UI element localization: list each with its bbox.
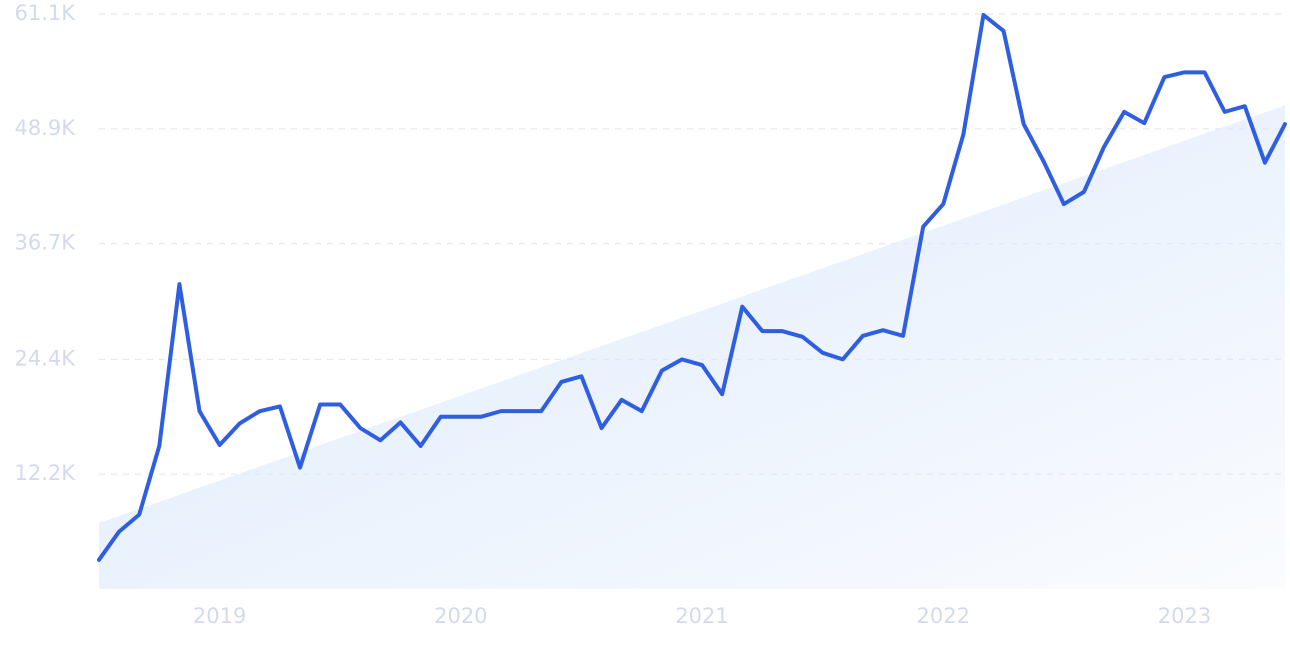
x-tick-label: 2020: [434, 604, 487, 628]
y-tick-label: 12.2K: [14, 461, 76, 485]
y-tick-label: 48.9K: [14, 116, 76, 140]
trend-area: [99, 105, 1285, 589]
x-tick-label: 2019: [193, 604, 246, 628]
y-tick-label: 24.4K: [14, 346, 76, 370]
y-tick-label: 36.7K: [14, 231, 76, 255]
y-tick-label: 61.1K: [14, 1, 76, 25]
x-tick-label: 2021: [675, 604, 728, 628]
x-tick-label: 2023: [1158, 604, 1211, 628]
line: [97, 12, 1287, 562]
x-tick-label: 2022: [917, 604, 970, 628]
